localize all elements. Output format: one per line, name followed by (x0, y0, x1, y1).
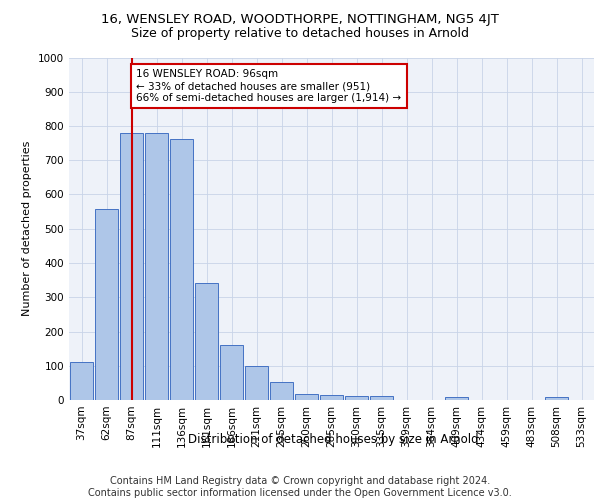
Bar (345, 396, 368, 400)
Bar (320, 395, 343, 400)
Bar (220, 344, 243, 400)
Bar (170, 138, 193, 400)
Bar (95, 209, 118, 400)
Bar (370, 396, 393, 400)
Bar (245, 366, 268, 400)
Bar (545, 398, 568, 400)
Y-axis label: Number of detached properties: Number of detached properties (22, 141, 32, 316)
Bar (70, 362, 93, 400)
Bar (445, 397, 468, 400)
Bar (195, 282, 218, 400)
Text: Distribution of detached houses by size in Arnold: Distribution of detached houses by size … (188, 432, 478, 446)
Text: Contains HM Land Registry data © Crown copyright and database right 2024.
Contai: Contains HM Land Registry data © Crown c… (88, 476, 512, 498)
Text: 16 WENSLEY ROAD: 96sqm
← 33% of detached houses are smaller (951)
66% of semi-de: 16 WENSLEY ROAD: 96sqm ← 33% of detached… (137, 70, 401, 102)
Bar (295, 394, 318, 400)
Text: 16, WENSLEY ROAD, WOODTHORPE, NOTTINGHAM, NG5 4JT: 16, WENSLEY ROAD, WOODTHORPE, NOTTINGHAM… (101, 12, 499, 26)
Bar (145, 133, 168, 400)
Bar (270, 382, 293, 400)
Bar (120, 133, 143, 400)
Text: Size of property relative to detached houses in Arnold: Size of property relative to detached ho… (131, 28, 469, 40)
